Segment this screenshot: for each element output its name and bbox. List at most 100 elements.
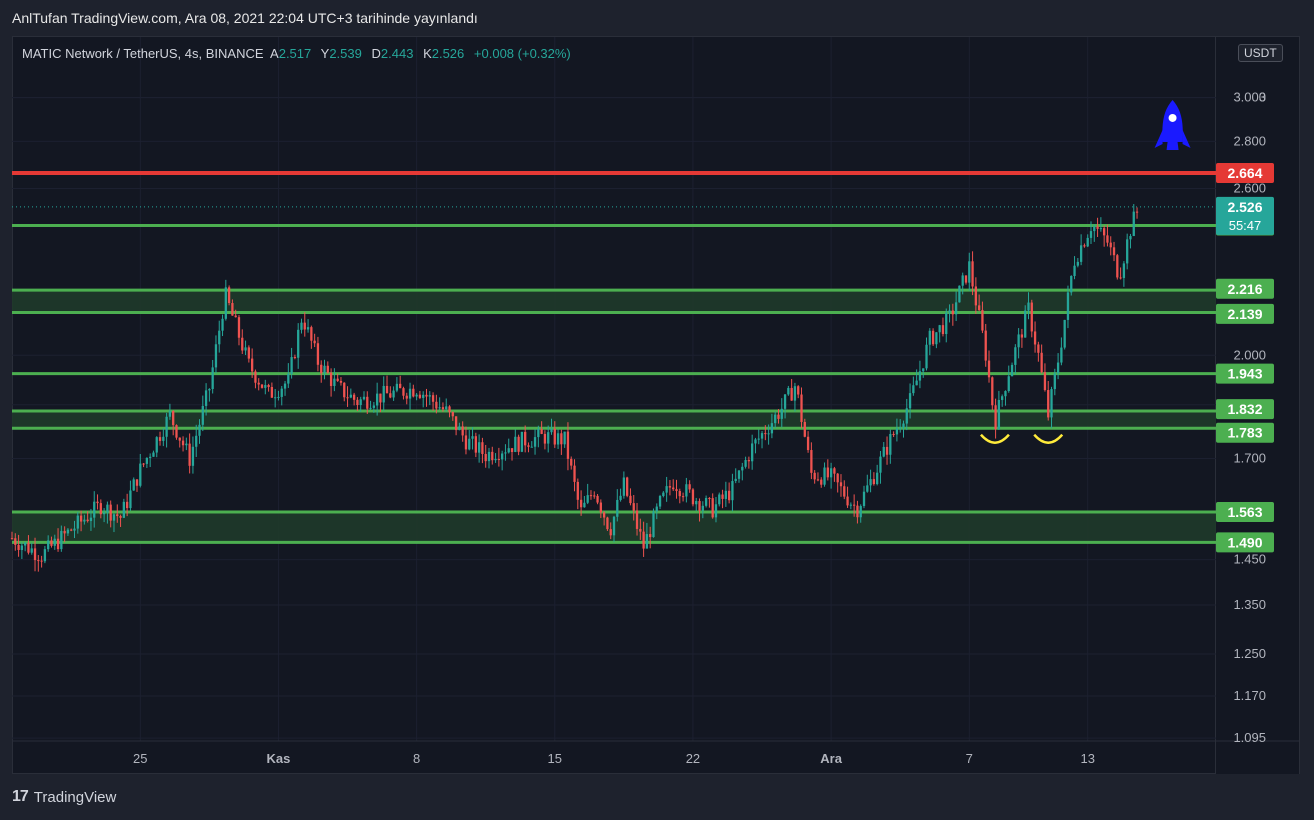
candle-body (1129, 236, 1132, 240)
candle-body (1056, 362, 1060, 374)
rocket-icon (1154, 99, 1191, 150)
candle-body (928, 330, 931, 345)
candle-body (132, 479, 135, 491)
candle-body (300, 322, 303, 330)
double-bottom-mark (979, 433, 1010, 444)
candle-body (658, 495, 662, 507)
candle-body (945, 312, 948, 335)
candle-body (902, 423, 905, 428)
low-key: D (371, 46, 381, 61)
candle-body (201, 405, 204, 425)
candle-body (362, 396, 366, 400)
candle-body (27, 542, 30, 553)
candle-body (550, 428, 553, 433)
candle-body (165, 416, 168, 437)
candle-body (678, 491, 681, 497)
candle-body (458, 426, 461, 431)
resistance-price-label-bg (1216, 163, 1274, 184)
candle-body (622, 477, 626, 496)
candle-body (540, 429, 543, 434)
candle-body (1079, 245, 1083, 262)
candle-body (155, 437, 158, 453)
candle-body (803, 421, 806, 437)
candle-body (264, 385, 267, 388)
candle-body (652, 511, 655, 538)
candle-body (642, 531, 645, 549)
candle-body (734, 478, 737, 482)
candle-body (172, 411, 175, 426)
candle-body (1050, 389, 1053, 418)
rocket-fin-left (1154, 129, 1163, 148)
candle-body (359, 399, 362, 406)
candle-body (122, 501, 125, 518)
candle-body (198, 424, 201, 436)
candle-body (787, 387, 790, 395)
candle-body (724, 490, 727, 499)
support-price-label: 1.832 (1227, 401, 1262, 417)
candle-body (806, 436, 810, 451)
candle-body (392, 390, 395, 398)
candle-body (1047, 390, 1050, 418)
y-tick-label: 3 (1259, 90, 1266, 105)
candle-body (1030, 302, 1033, 332)
candle-body (849, 504, 853, 506)
tradingview-footer[interactable]: 17 TradingView (12, 788, 116, 806)
candle-body (323, 365, 326, 374)
candle-body (274, 397, 277, 399)
open-value: 2.517 (278, 46, 312, 61)
candle-body (718, 494, 721, 505)
currency-button[interactable]: USDT (1238, 44, 1283, 62)
candle-body (905, 408, 908, 424)
support-price-label: 1.490 (1227, 534, 1262, 550)
candle-body (701, 505, 704, 511)
candle-body (497, 458, 501, 460)
candle-body (767, 433, 770, 435)
candle-body (461, 426, 464, 436)
candle-body (1076, 261, 1079, 266)
bar-countdown-label: 55:47 (1229, 218, 1262, 233)
candle-body (63, 530, 66, 534)
candle-body (964, 275, 968, 283)
candle-body (836, 473, 839, 483)
candle-body (451, 412, 454, 417)
candle-body (954, 302, 958, 315)
candle-body (247, 347, 251, 359)
candle-body (971, 261, 974, 287)
symbol-legend[interactable]: MATIC Network / TetherUS, 4s, BINANCE A2… (22, 46, 577, 61)
candle-body (175, 425, 178, 438)
symbol-name[interactable]: MATIC Network / TetherUS, 4s, BINANCE (22, 46, 264, 61)
candle-body (606, 517, 609, 530)
candle-body (145, 457, 149, 464)
candle-body (293, 357, 297, 359)
candle-body (60, 530, 63, 550)
candle-body (1112, 247, 1116, 256)
candle-body (372, 405, 376, 408)
candle-body (1106, 235, 1109, 243)
candle-body (681, 496, 685, 498)
candle-body (303, 322, 306, 330)
candle-body (37, 560, 40, 562)
candle-body (872, 479, 876, 485)
candle-body (287, 373, 290, 384)
candle-body (224, 287, 227, 319)
candle-body (527, 445, 530, 447)
y-tick-label: 1.700 (1233, 451, 1266, 466)
candle-body (412, 388, 415, 397)
candle-body (675, 489, 678, 492)
change-value: +0.008 (+0.32%) (473, 46, 571, 61)
candle-body (152, 452, 155, 457)
candle-body (491, 451, 494, 461)
x-tick-label: Kas (267, 751, 291, 766)
candle-body (843, 486, 846, 497)
candle-body (662, 492, 665, 496)
candle-body (33, 548, 37, 561)
candle-body (208, 388, 211, 391)
y-tick-label: 1.170 (1233, 688, 1266, 703)
candle-body (277, 396, 280, 398)
candle-body (454, 416, 458, 431)
candle-body (737, 470, 741, 479)
candle-body (227, 287, 231, 304)
candle-body (501, 453, 504, 460)
candle-body (431, 395, 435, 402)
candle-body (599, 502, 602, 513)
